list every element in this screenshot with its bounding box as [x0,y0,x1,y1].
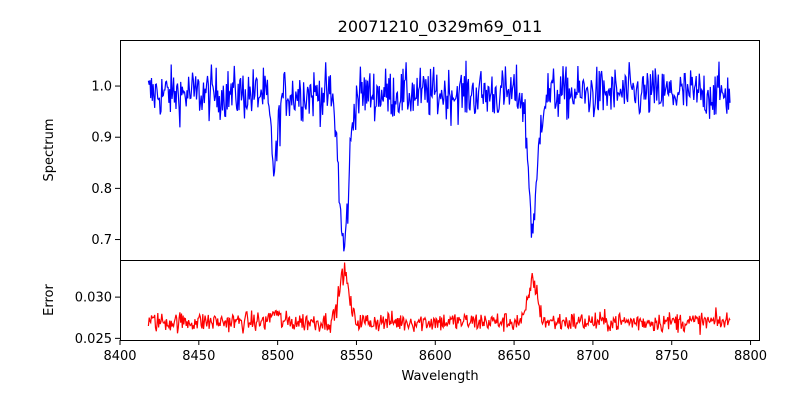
x-tick-label: 8700 [576,349,609,364]
error-y-ticks: 0.025 0.030 [75,291,120,347]
y-tick-label: 0.9 [91,131,112,146]
y-tick-label: 1.0 [91,80,112,95]
x-tick-label: 8650 [498,349,531,364]
x-tick-label: 8750 [655,349,688,364]
spectrum-panel: 0.7 0.8 0.9 1.0 Spectrum [42,40,760,261]
error-panel: 0.025 0.030 Error [42,260,760,347]
spectrum-y-axis-label: Spectrum [42,119,57,182]
error-series-line [147,262,731,335]
x-tick-label: 8450 [182,349,215,364]
x-axis-label: Wavelength [401,369,478,384]
y-tick-label: 0.030 [75,291,112,306]
y-tick-label: 0.025 [75,332,112,347]
x-tick-label: 8550 [340,349,373,364]
spectrum-y-ticks: 0.7 0.8 0.9 1.0 [91,80,120,248]
x-tick-label: 8500 [261,349,294,364]
error-axes-frame [120,260,760,341]
error-y-axis-label: Error [42,284,57,316]
spectrum-series-line [147,60,731,252]
x-ticks: 8400 8450 8500 8550 8600 8650 8700 8750 8800 [103,340,767,364]
x-tick-label: 8800 [734,349,767,364]
y-tick-label: 0.7 [91,233,112,248]
y-tick-label: 0.8 [91,182,112,197]
chart-title: 20071210_0329m69_011 [338,17,543,37]
x-tick-label: 8400 [103,349,136,364]
x-tick-label: 8600 [419,349,452,364]
